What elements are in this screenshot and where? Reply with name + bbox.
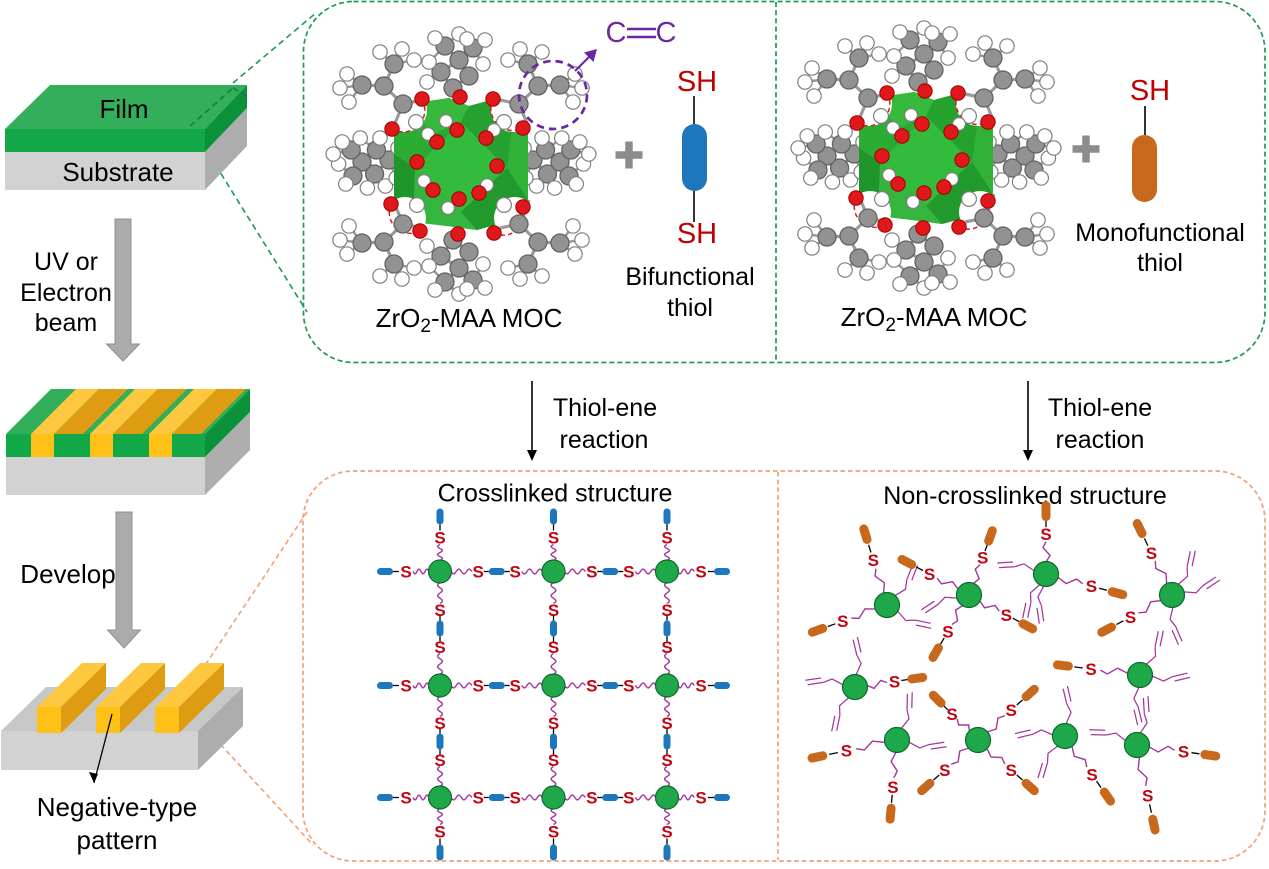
svg-text:S: S bbox=[400, 563, 411, 582]
svg-text:S: S bbox=[400, 789, 411, 808]
svg-text:S: S bbox=[623, 677, 634, 696]
svg-text:S: S bbox=[868, 551, 879, 570]
svg-text:S: S bbox=[510, 677, 521, 696]
svg-text:beam: beam bbox=[35, 309, 98, 337]
svg-text:S: S bbox=[841, 742, 852, 761]
svg-text:S: S bbox=[586, 789, 597, 808]
svg-text:S: S bbox=[1085, 660, 1096, 679]
svg-text:Develop: Develop bbox=[20, 559, 115, 589]
svg-text:thiol: thiol bbox=[667, 294, 713, 322]
svg-text:UV or: UV or bbox=[34, 248, 98, 276]
svg-text:S: S bbox=[1146, 544, 1157, 563]
svg-text:S: S bbox=[887, 778, 898, 797]
svg-text:ZrO2-MAA MOC: ZrO2-MAA MOC bbox=[841, 302, 1028, 336]
svg-text:SH: SH bbox=[677, 218, 717, 250]
svg-text:S: S bbox=[695, 789, 706, 808]
svg-text:S: S bbox=[586, 677, 597, 696]
svg-text:S: S bbox=[473, 789, 484, 808]
svg-text:S: S bbox=[837, 612, 848, 631]
svg-text:ZrO2-MAA MOC: ZrO2-MAA MOC bbox=[376, 303, 563, 337]
svg-text:S: S bbox=[1040, 525, 1051, 544]
svg-text:S: S bbox=[623, 563, 634, 582]
svg-text:Crosslinked structure: Crosslinked structure bbox=[438, 480, 673, 508]
svg-text:reaction: reaction bbox=[560, 426, 649, 454]
svg-text:C: C bbox=[606, 17, 627, 49]
svg-text:S: S bbox=[400, 677, 411, 696]
svg-text:Thiol-ene: Thiol-ene bbox=[553, 394, 657, 422]
svg-text:S: S bbox=[623, 789, 634, 808]
svg-text:Film: Film bbox=[99, 94, 148, 124]
svg-text:S: S bbox=[695, 563, 706, 582]
svg-text:S: S bbox=[695, 677, 706, 696]
svg-text:S: S bbox=[510, 789, 521, 808]
svg-text:SH: SH bbox=[677, 66, 717, 98]
svg-text:Substrate: Substrate bbox=[62, 157, 173, 187]
svg-text:S: S bbox=[1086, 577, 1097, 596]
svg-text:S: S bbox=[889, 672, 900, 691]
svg-text:S: S bbox=[946, 705, 957, 724]
svg-text:S: S bbox=[939, 761, 950, 780]
svg-text:S: S bbox=[1142, 787, 1153, 806]
svg-text:reaction: reaction bbox=[1056, 426, 1145, 454]
svg-text:Negative-type: Negative-type bbox=[37, 792, 197, 822]
svg-text:SH: SH bbox=[1130, 75, 1170, 107]
svg-text:thiol: thiol bbox=[1137, 249, 1183, 277]
svg-text:Non-crosslinked structure: Non-crosslinked structure bbox=[883, 482, 1166, 510]
svg-text:C: C bbox=[656, 17, 677, 49]
svg-text:pattern: pattern bbox=[77, 825, 158, 855]
svg-text:S: S bbox=[586, 563, 597, 582]
svg-text:S: S bbox=[977, 549, 988, 568]
svg-text:Monofunctional: Monofunctional bbox=[1075, 219, 1245, 247]
svg-text:S: S bbox=[1006, 701, 1017, 720]
svg-text:Electron: Electron bbox=[20, 279, 112, 307]
svg-text:S: S bbox=[1006, 761, 1017, 780]
svg-text:Thiol-ene: Thiol-ene bbox=[1048, 394, 1152, 422]
svg-text:S: S bbox=[924, 565, 935, 584]
svg-text:S: S bbox=[1125, 608, 1136, 627]
svg-text:S: S bbox=[510, 563, 521, 582]
svg-text:S: S bbox=[1001, 606, 1012, 625]
svg-text:S: S bbox=[473, 563, 484, 582]
svg-text:Bifunctional: Bifunctional bbox=[625, 263, 754, 291]
svg-text:S: S bbox=[473, 677, 484, 696]
svg-text:S: S bbox=[1086, 766, 1097, 785]
svg-text:S: S bbox=[1178, 743, 1189, 762]
